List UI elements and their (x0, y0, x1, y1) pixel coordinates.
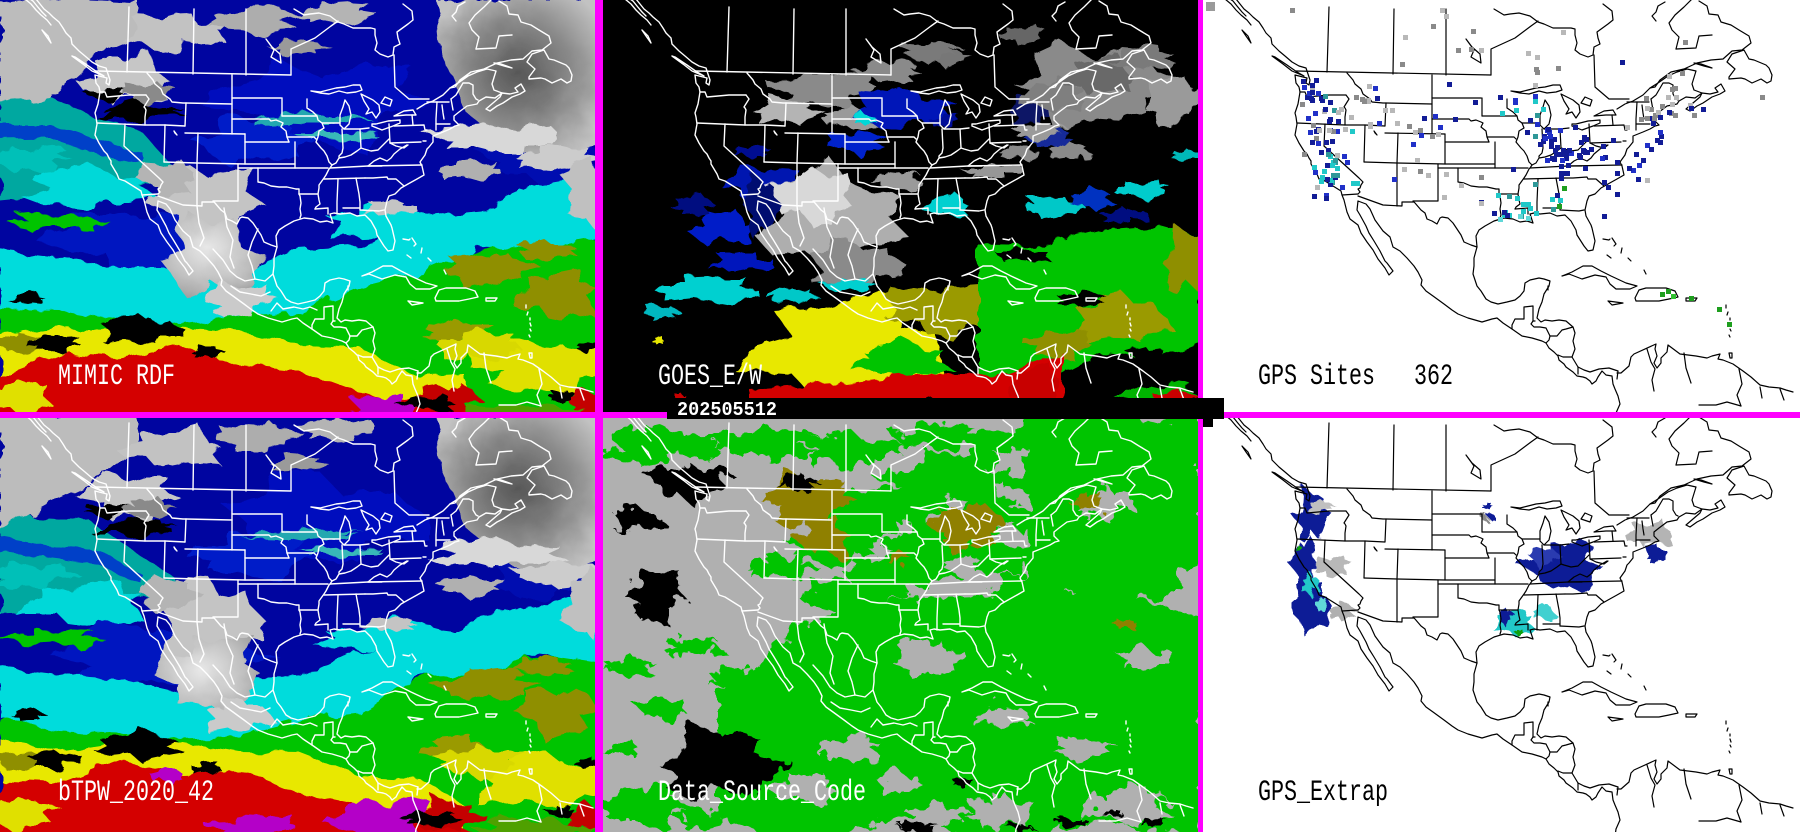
svg-text:202505512: 202505512 (677, 399, 777, 419)
svg-text:bTPW_2020_42: bTPW_2020_42 (58, 776, 214, 810)
svg-text:Data_Source_Code: Data_Source_Code (658, 776, 866, 810)
svg-text:GPS Sites 362: GPS Sites 362 (1258, 360, 1453, 394)
svg-text:GPS_Extrap: GPS_Extrap (1258, 776, 1388, 810)
svg-text:GOES_E/W: GOES_E/W (658, 360, 762, 394)
svg-text:MIMIC RDF: MIMIC RDF (58, 360, 175, 394)
